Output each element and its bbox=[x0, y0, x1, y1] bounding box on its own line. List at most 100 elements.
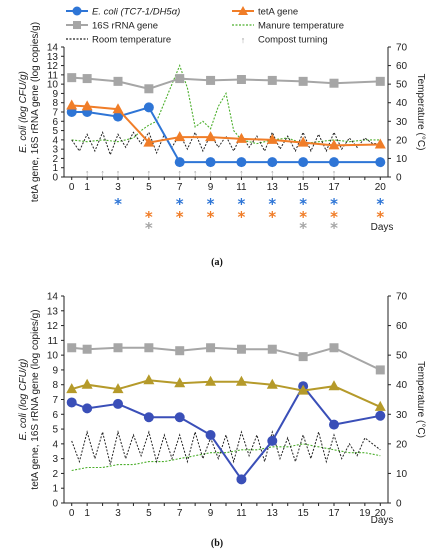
tetA-point bbox=[297, 384, 309, 395]
ecoli-point bbox=[267, 157, 278, 168]
tetA-point bbox=[66, 99, 78, 110]
ecoli-point bbox=[375, 157, 386, 168]
compost-turning-arrow: ↑ bbox=[193, 168, 198, 178]
x-tick-label: 20 bbox=[375, 182, 387, 193]
significance-asterisk-ecoli: * bbox=[176, 195, 184, 213]
significance-asterisk-ecoli: * bbox=[268, 195, 276, 213]
significance-asterisk-tetA: * bbox=[268, 208, 276, 226]
rRNA-point bbox=[267, 75, 277, 85]
y-tick-label: 6 bbox=[52, 410, 58, 421]
ecoli-point bbox=[375, 410, 386, 421]
tetA-point bbox=[374, 138, 386, 149]
rRNA-point bbox=[82, 344, 92, 354]
x-tick-label: 3 bbox=[115, 182, 121, 193]
x-tick-label: 17 bbox=[328, 508, 340, 519]
rRNA-point bbox=[144, 84, 154, 94]
tetA-point bbox=[235, 132, 247, 143]
y-tick-label: 13 bbox=[47, 306, 59, 317]
y-tick-label: 10 bbox=[47, 351, 59, 362]
manure-temperature-line bbox=[71, 443, 381, 472]
y-axis-title-line-1: E. coli (log CFU/g) bbox=[18, 71, 29, 153]
ecoli-point bbox=[267, 435, 278, 446]
rRNA-point bbox=[298, 76, 308, 86]
ecoli-point bbox=[329, 157, 339, 168]
x-tick-label: 13 bbox=[267, 182, 279, 193]
legend-turning: ↑ Compost turning bbox=[241, 35, 328, 46]
y2-tick-label: 30 bbox=[396, 117, 408, 128]
legend-rRNA-marker bbox=[73, 21, 81, 29]
y2-tick-label: 20 bbox=[396, 439, 408, 450]
tetA-point bbox=[328, 139, 340, 150]
y2-tick-label: 50 bbox=[396, 80, 408, 91]
y-tick-label: 7 bbox=[52, 395, 58, 406]
room-temperature-line bbox=[71, 430, 381, 465]
tetA-point bbox=[235, 375, 247, 386]
tetA-point bbox=[174, 377, 186, 388]
x-axis-title: Days bbox=[371, 222, 394, 233]
rRNA-point bbox=[298, 352, 308, 362]
compost-turning-arrow: ↑ bbox=[270, 168, 275, 178]
rRNA-point bbox=[329, 78, 339, 88]
legend: E. coli (TC7-1/DH5α) tetA gene 16S rRNA … bbox=[66, 6, 344, 46]
y-tick-label: 0 bbox=[52, 499, 58, 510]
significance-asterisk-tetA: * bbox=[299, 208, 307, 226]
tetA-point bbox=[143, 374, 155, 385]
rRNA-point bbox=[329, 343, 339, 353]
rRNA-point bbox=[113, 343, 123, 353]
y-tick-label: 14 bbox=[47, 43, 59, 54]
y-tick-label: 8 bbox=[52, 98, 58, 109]
tetA-point bbox=[374, 400, 386, 411]
significance-asterisk-ecoli: * bbox=[330, 195, 338, 213]
rRNA-point bbox=[267, 344, 277, 354]
compost-turning-arrow: ↑ bbox=[208, 168, 213, 178]
x-tick-label: 1 bbox=[84, 508, 90, 519]
ecoli-point bbox=[113, 398, 123, 409]
x-tick-label: 11 bbox=[236, 508, 247, 519]
panel-b: (b) 012345678910111213140102030405060700… bbox=[18, 292, 426, 550]
y-tick-label: 7 bbox=[52, 108, 58, 119]
y2-tick-label: 40 bbox=[396, 98, 408, 109]
x-tick-label: 0 bbox=[69, 508, 75, 519]
x-tick-label: 15 bbox=[298, 182, 310, 193]
tetA-point bbox=[205, 375, 217, 386]
rRNA-point bbox=[67, 343, 77, 353]
y-tick-label: 10 bbox=[47, 80, 59, 91]
tetA-point bbox=[328, 380, 340, 391]
compost-turning-arrow: ↑ bbox=[116, 168, 121, 178]
y-tick-label: 4 bbox=[52, 135, 58, 146]
legend-tetA: tetA gene bbox=[232, 6, 298, 18]
compost-turning-arrow: ↑ bbox=[100, 168, 105, 178]
significance-asterisk-tetA: * bbox=[145, 208, 153, 226]
ecoli-point bbox=[298, 157, 309, 168]
legend-room: Room temperature bbox=[66, 35, 171, 46]
x-tick-label: 5 bbox=[146, 508, 152, 519]
significance-asterisk-tetA: * bbox=[176, 208, 184, 226]
y-tick-label: 11 bbox=[48, 336, 59, 347]
x-tick-label: 9 bbox=[208, 508, 214, 519]
y-axis-title-line-1: E. coli (log CFU/g) bbox=[18, 359, 29, 441]
tetA-point bbox=[66, 383, 78, 394]
x-tick-label: 5 bbox=[146, 182, 152, 193]
significance-asterisk-rRNA: * bbox=[299, 219, 307, 237]
ecoli-point bbox=[143, 412, 154, 423]
tetA-point bbox=[266, 133, 278, 144]
y-tick-label: 13 bbox=[47, 52, 59, 63]
y-tick-label: 3 bbox=[52, 145, 58, 156]
y-axis-title-line-2: tetA gene, 16S rRNA gene (log copies/g) bbox=[30, 309, 41, 489]
significance-asterisk-tetA: * bbox=[237, 208, 245, 226]
legend-ecoli: E. coli (TC7-1/DH5α) bbox=[66, 6, 180, 18]
x-tick-label: 19 bbox=[359, 508, 371, 519]
y2-tick-label: 40 bbox=[396, 380, 408, 391]
significance-asterisk-ecoli: * bbox=[299, 195, 307, 213]
legend-manure-label: Manure temperature bbox=[258, 21, 344, 32]
y-tick-label: 11 bbox=[48, 70, 59, 81]
x-tick-label: 7 bbox=[177, 182, 183, 193]
rRNA-point bbox=[206, 75, 216, 85]
compost-turning-arrow: ↑ bbox=[147, 168, 152, 178]
tetA-point bbox=[112, 383, 124, 394]
ecoli-point bbox=[143, 102, 154, 113]
y-tick-label: 5 bbox=[52, 126, 58, 137]
legend-tetA-label: tetA gene bbox=[258, 7, 298, 18]
